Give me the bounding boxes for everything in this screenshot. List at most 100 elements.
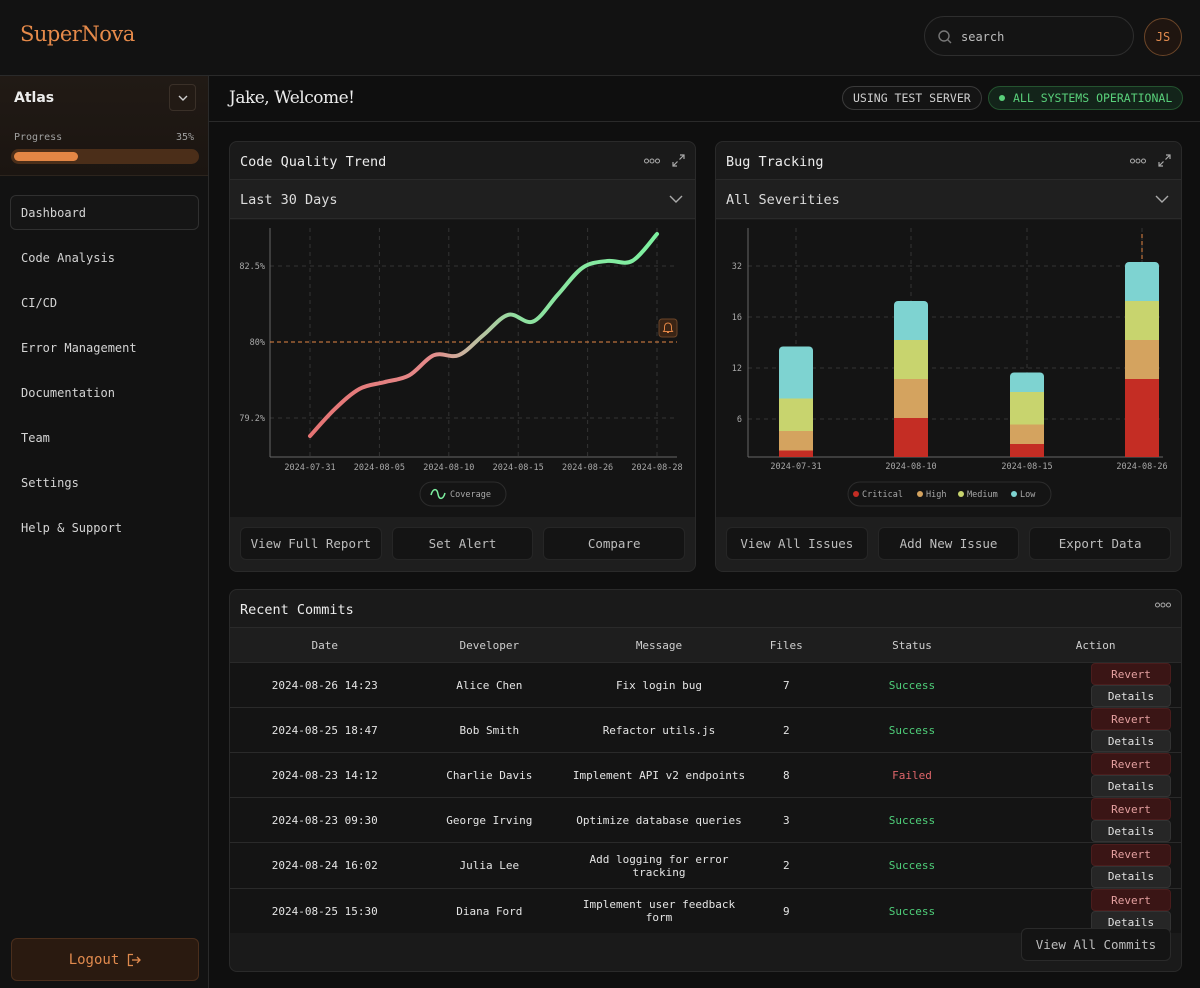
- x-tick-label: 2024-08-15: [493, 463, 544, 473]
- details-button[interactable]: Details: [1091, 775, 1171, 797]
- bug-bar-chart: 6 12 16 32 2024-07-31 2024-08-10 2024-08-15 202…: [732, 228, 1168, 507]
- add-new-issue-button[interactable]: Add New Issue: [877, 527, 1020, 560]
- bar-stack: [894, 301, 928, 457]
- sidebar-item-settings[interactable]: Settings: [21, 475, 79, 490]
- commit-date: 2024-08-25 18:47: [230, 707, 420, 753]
- column-header-developer[interactable]: Developer: [419, 627, 560, 663]
- status-badge: ALL SYSTEMS OPERATIONAL: [988, 86, 1184, 110]
- user-avatar[interactable]: JS: [1144, 18, 1182, 56]
- table-row[interactable]: 2024-08-23 09:30 George Irving Optimize da…: [230, 797, 1181, 843]
- welcome-heading: Jake, Welcome!: [229, 88, 355, 108]
- details-button[interactable]: Details: [1091, 865, 1171, 888]
- legend-wave-icon: [430, 488, 446, 500]
- recent-commits-card: Recent Commits Date Developer Message Fi…: [229, 589, 1182, 972]
- sidebar-item-help-support[interactable]: Help & Support: [21, 520, 123, 535]
- project-name: Atlas: [14, 90, 55, 106]
- chart-legend: Coverage: [419, 481, 507, 507]
- commit-status: Success: [813, 888, 1011, 933]
- set-alert-button[interactable]: Set Alert: [391, 527, 534, 560]
- severity-dropdown-label: All Severities: [726, 192, 840, 208]
- commit-files: 3: [758, 797, 814, 843]
- more-icon[interactable]: [644, 158, 660, 164]
- progress-fill: [14, 152, 78, 161]
- sidebar-item-documentation[interactable]: Documentation: [21, 385, 115, 400]
- more-icon[interactable]: [1155, 602, 1171, 608]
- commit-status: Success: [813, 662, 1011, 708]
- status-badge-label: ALL SYSTEMS OPERATIONAL: [1013, 91, 1173, 105]
- commit-message: Fix login bug: [559, 662, 759, 708]
- bar-stack: [1010, 372, 1044, 457]
- table-row[interactable]: 2024-08-26 14:23 Alice Chen Fix login bug 7…: [230, 662, 1181, 708]
- details-button[interactable]: Details: [1091, 730, 1171, 752]
- x-tick-label: 2024-08-05: [354, 463, 405, 473]
- revert-button[interactable]: Revert: [1091, 708, 1171, 730]
- code-quality-card: Code Quality Trend Last 30 Days 79.2% 80%…: [229, 141, 696, 572]
- commit-files: 8: [758, 752, 814, 798]
- commit-actions: RevertDetails: [1010, 752, 1181, 798]
- logout-button[interactable]: Logout: [11, 938, 199, 981]
- expand-icon[interactable]: [1158, 154, 1171, 167]
- more-icon[interactable]: [1130, 158, 1146, 164]
- table-row[interactable]: 2024-08-25 15:30 Diana Ford Implement user…: [230, 888, 1181, 933]
- legend-label-critical: Critical: [862, 490, 903, 500]
- recent-commits-title: Recent Commits: [240, 602, 354, 618]
- range-dropdown[interactable]: Last 30 Days: [230, 179, 695, 219]
- commit-actions: RevertDetails: [1010, 797, 1181, 843]
- x-tick-label: 2024-07-31: [770, 462, 821, 472]
- column-header-files[interactable]: Files: [758, 627, 814, 663]
- view-all-issues-button[interactable]: View All Issues: [726, 527, 868, 560]
- sidebar-nav: Dashboard Code Analysis CI/CD Error Managem…: [10, 195, 199, 555]
- sidebar-item-dashboard[interactable]: Dashboard: [10, 195, 199, 230]
- revert-button[interactable]: Revert: [1091, 753, 1171, 775]
- export-data-button[interactable]: Export Data: [1029, 527, 1172, 560]
- revert-button[interactable]: Revert: [1091, 843, 1171, 866]
- table-row[interactable]: 2024-08-24 16:02 Julia Lee Add logging for…: [230, 842, 1181, 889]
- search-input[interactable]: [961, 26, 1121, 48]
- table-row[interactable]: 2024-08-25 18:47 Bob Smith Refactor utils.…: [230, 707, 1181, 753]
- search-box[interactable]: [924, 16, 1134, 56]
- details-button[interactable]: Details: [1091, 685, 1171, 707]
- commit-message: Add logging for error tracking: [559, 842, 759, 889]
- bell-icon: [658, 318, 678, 338]
- details-button[interactable]: Details: [1091, 820, 1171, 842]
- bar-segment-high: [1010, 424, 1044, 444]
- bug-tracking-card: Bug Tracking All Severities 6 12 16 32 2024-…: [715, 141, 1182, 572]
- revert-button[interactable]: Revert: [1091, 889, 1171, 911]
- expand-icon[interactable]: [672, 154, 685, 167]
- sidebar-item-code-analysis[interactable]: Code Analysis: [21, 250, 115, 265]
- bar-segment-high: [779, 431, 813, 451]
- view-all-commits-button[interactable]: View All Commits: [1021, 928, 1171, 961]
- table-row[interactable]: 2024-08-23 14:12 Charlie Davis Implement A…: [230, 752, 1181, 798]
- bar-segment-high: [894, 379, 928, 418]
- sidebar-item-error-management[interactable]: Error Management: [21, 340, 137, 355]
- revert-button[interactable]: Revert: [1091, 798, 1171, 820]
- app-logo[interactable]: SuperNova: [20, 22, 135, 46]
- quality-actions: View Full Report Set Alert Compare: [230, 517, 695, 571]
- legend-box: [847, 481, 1052, 507]
- y-tick-label: 80%: [250, 338, 265, 348]
- severity-dropdown[interactable]: All Severities: [716, 179, 1181, 219]
- project-switcher-button[interactable]: [169, 84, 196, 111]
- column-header-status[interactable]: Status: [813, 627, 1011, 663]
- bug-tracking-title: Bug Tracking: [726, 154, 824, 170]
- progress-value: 35%: [175, 132, 194, 143]
- bell-icon-bg: [658, 318, 678, 338]
- x-tick-label: 2024-08-28: [631, 463, 682, 473]
- legend-swatch: [1011, 491, 1017, 497]
- bug-chart-area: 6 12 16 32 2024-07-31 2024-08-10 2024-08-15 202…: [716, 220, 1181, 517]
- progress-label: Progress: [14, 132, 63, 143]
- compare-button[interactable]: Compare: [543, 527, 686, 560]
- sidebar-item-team[interactable]: Team: [21, 430, 50, 445]
- logout-icon: [128, 953, 142, 966]
- bar-segment-medium: [1125, 301, 1159, 340]
- revert-button[interactable]: Revert: [1091, 663, 1171, 685]
- view-full-report-button[interactable]: View Full Report: [240, 527, 382, 560]
- column-header-date[interactable]: Date: [230, 627, 420, 663]
- bar-segment-critical: [894, 418, 928, 457]
- table-header-row: Date Developer Message Files Status Acti…: [230, 627, 1181, 663]
- column-header-message[interactable]: Message: [559, 627, 759, 663]
- commit-files: 2: [758, 707, 814, 753]
- commit-message: Implement user feedback form: [559, 888, 759, 933]
- x-tick-label: 2024-08-26: [562, 463, 613, 473]
- sidebar-item-ci-cd[interactable]: CI/CD: [21, 295, 58, 310]
